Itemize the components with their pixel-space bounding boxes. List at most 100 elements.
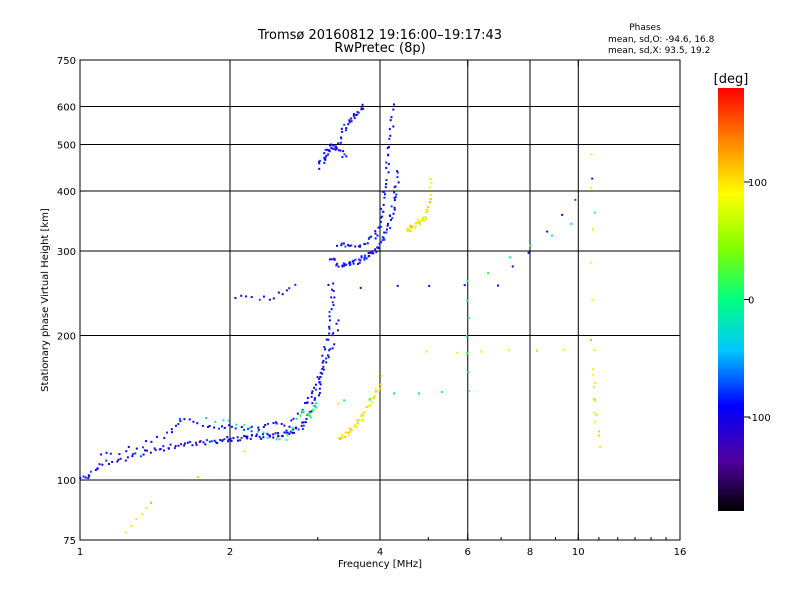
data-point [189, 440, 192, 443]
data-point [351, 260, 354, 263]
data-point [358, 258, 361, 261]
data-point [94, 469, 97, 472]
data-point [206, 425, 209, 428]
data-point [285, 429, 288, 432]
data-point [380, 207, 383, 210]
data-point [352, 262, 355, 265]
data-point [272, 422, 275, 425]
x-tick-label: 4 [377, 547, 383, 558]
data-point [339, 141, 342, 144]
data-point [340, 127, 343, 130]
data-point [363, 258, 366, 261]
data-point [250, 430, 253, 433]
data-point [350, 428, 353, 431]
data-point [149, 451, 152, 454]
data-point [196, 422, 199, 425]
data-point [350, 244, 353, 247]
data-point [466, 280, 469, 283]
data-point [306, 401, 309, 404]
data-point [374, 248, 377, 251]
data-point [111, 460, 114, 463]
data-point [561, 213, 564, 216]
data-point [244, 435, 247, 438]
data-point [406, 229, 409, 232]
data-point [119, 457, 122, 460]
data-point [590, 261, 593, 264]
data-point [285, 431, 288, 434]
data-point [308, 414, 311, 417]
data-point [312, 409, 315, 412]
data-point [379, 387, 382, 390]
data-point [335, 147, 338, 150]
data-point [163, 437, 166, 440]
data-point [345, 263, 348, 266]
data-point [180, 443, 183, 446]
data-point [358, 245, 361, 248]
data-point [247, 427, 250, 430]
data-point [328, 150, 331, 153]
data-point [285, 438, 288, 441]
data-point [391, 217, 394, 220]
data-point [425, 350, 428, 353]
data-point [208, 440, 211, 443]
data-point [361, 419, 364, 422]
data-point [153, 447, 156, 450]
data-point [329, 347, 332, 350]
data-point [389, 227, 392, 230]
data-point [304, 402, 307, 405]
data-point [308, 412, 311, 415]
data-point [396, 284, 399, 287]
data-point [348, 427, 351, 430]
data-point [321, 372, 324, 375]
data-point [325, 154, 328, 157]
data-point [349, 263, 352, 266]
data-point [301, 411, 304, 414]
data-point [177, 444, 180, 447]
data-point [330, 258, 333, 261]
data-point [343, 264, 346, 267]
data-point [367, 237, 370, 240]
data-point [321, 361, 324, 364]
data-point [314, 388, 317, 391]
data-point [331, 147, 334, 150]
data-point [343, 153, 346, 156]
data-point [363, 243, 366, 246]
data-point [219, 438, 222, 441]
data-point [424, 216, 427, 219]
data-point [240, 436, 243, 439]
data-point [348, 119, 351, 122]
stats-line-o: mean, sd,O: -94.6, 16.8 [608, 35, 715, 45]
data-point [385, 183, 388, 186]
data-point [546, 230, 549, 233]
data-point [411, 225, 414, 228]
data-point [367, 404, 370, 407]
data-point [109, 452, 112, 455]
y-tick-label: 500 [57, 141, 76, 152]
data-point [354, 425, 357, 428]
data-point [258, 435, 261, 438]
data-point [328, 310, 331, 313]
data-point [230, 439, 233, 442]
data-point [360, 415, 363, 418]
data-point [369, 397, 372, 400]
data-point [324, 148, 327, 151]
data-point [414, 226, 417, 229]
data-point [325, 357, 328, 360]
data-point [230, 425, 233, 428]
colorbar-tick-label: 0 [748, 296, 754, 307]
x-tick-label: 6 [465, 547, 471, 558]
data-point [347, 434, 350, 437]
data-point [166, 431, 169, 434]
data-point [135, 447, 138, 450]
data-point [274, 432, 277, 435]
data-point [330, 308, 333, 311]
data-point [591, 228, 594, 231]
data-point [387, 171, 390, 174]
data-point [227, 438, 230, 441]
data-point [257, 426, 260, 429]
data-point [414, 221, 417, 224]
data-point [354, 245, 357, 248]
data-point [275, 438, 278, 441]
data-point [274, 421, 277, 424]
data-point [205, 439, 208, 442]
